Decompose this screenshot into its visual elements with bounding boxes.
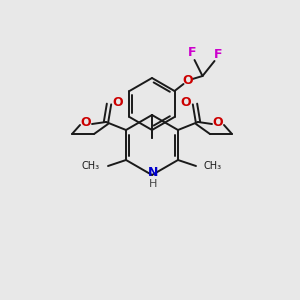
- Text: CH₃: CH₃: [82, 161, 100, 171]
- Text: O: O: [113, 95, 123, 109]
- Text: H: H: [149, 179, 157, 189]
- Text: O: O: [182, 74, 193, 88]
- Text: F: F: [214, 47, 223, 61]
- Text: CH₃: CH₃: [204, 161, 222, 171]
- Text: O: O: [213, 116, 223, 130]
- Text: N: N: [148, 167, 158, 179]
- Text: F: F: [188, 46, 197, 59]
- Text: O: O: [181, 95, 191, 109]
- Text: O: O: [81, 116, 91, 130]
